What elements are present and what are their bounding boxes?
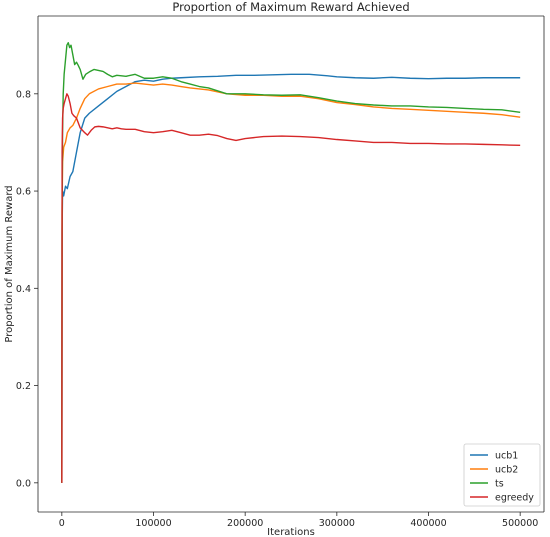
x-tick-label: 200000 — [227, 518, 263, 529]
series-line-ts — [61, 42, 521, 483]
series-layer — [61, 42, 521, 483]
series-line-ucb2 — [61, 82, 521, 483]
y-tick-label: 0.6 — [16, 187, 31, 198]
x-tick-label: 500000 — [502, 518, 538, 529]
legend-label-ts: ts — [495, 479, 504, 490]
legend-label-egreedy: egreedy — [495, 493, 534, 504]
x-axis-label: Iterations — [267, 527, 315, 537]
axes-layer — [37, 15, 545, 513]
y-tick-label: 0.2 — [16, 381, 31, 392]
legend-label-ucb1: ucb1 — [495, 451, 518, 462]
x-tick-label: 300000 — [319, 518, 355, 529]
y-tick-label: 0.8 — [16, 89, 31, 100]
y-tick-label: 0.4 — [16, 284, 31, 295]
x-tick-label: 400000 — [410, 518, 446, 529]
legend-label-ucb2: ucb2 — [495, 465, 518, 476]
chart-title: Proportion of Maximum Reward Achieved — [172, 0, 409, 14]
x-ticks: 0 100000 200000 300000 400000 500000 — [59, 512, 538, 529]
legend-box — [463, 443, 541, 507]
x-tick-label: 0 — [59, 518, 65, 529]
plot-area — [38, 16, 544, 512]
legend: ucb1 ucb2 ts egreedy — [463, 443, 541, 507]
y-tick-label: 0.0 — [16, 478, 31, 489]
series-line-egreedy — [61, 93, 521, 483]
x-tick-label: 100000 — [135, 518, 171, 529]
y-ticks: 0.0 0.2 0.4 0.6 0.8 — [16, 89, 38, 489]
y-axis-label: Proportion of Maximum Reward — [4, 185, 15, 342]
